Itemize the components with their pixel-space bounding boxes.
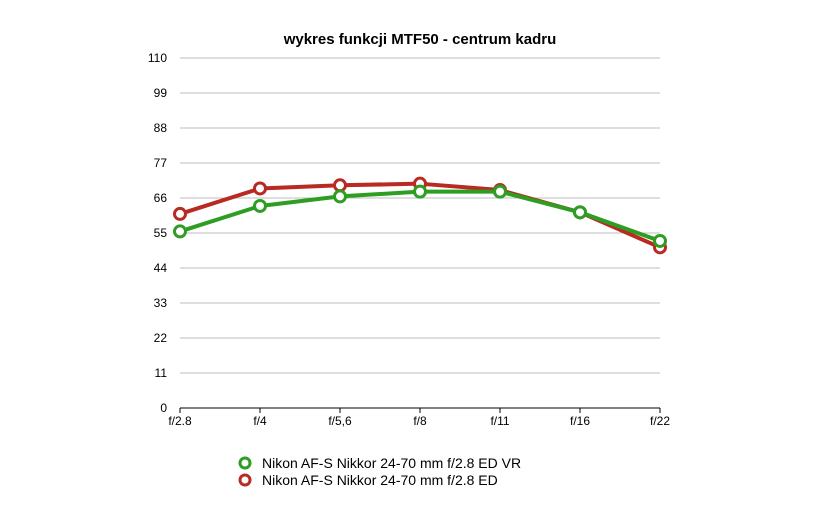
legend-marker [238,473,252,487]
data-point [413,184,427,199]
legend-marker [238,456,252,470]
legend-label: Nikon AF-S Nikkor 24-70 mm f/2.8 ED VR [262,455,521,471]
y-tick-label: 99 [154,86,168,100]
data-point [173,206,187,221]
y-axis-ticks: 0 11 22 33 44 55 66 77 88 99 110 [148,51,167,415]
y-tick-label: 55 [154,226,168,240]
data-point [173,224,187,239]
y-tick-label: 33 [154,296,168,310]
x-tick-label: f/5,6 [328,414,352,428]
legend: Nikon AF-S Nikkor 24-70 mm f/2.8 ED VRNi… [238,455,521,488]
x-axis-ticks: f/2.8 f/4 f/5,6 f/8 f/11 f/16 f/22 [168,408,670,428]
data-point [653,233,667,248]
data-point [253,181,267,196]
data-point [333,189,347,204]
y-tick-label: 110 [148,51,167,65]
legend-label: Nikon AF-S Nikkor 24-70 mm f/2.8 ED [262,472,498,488]
x-tick-label: f/16 [570,414,590,428]
x-tick-label: f/4 [253,414,267,428]
x-tick-label: f/2.8 [168,414,192,428]
y-tick-label: 22 [154,331,168,345]
data-point [253,198,267,213]
series-line [179,189,661,243]
chart-title: wykres funkcji MTF50 - centrum kadru [283,31,557,48]
data-point [493,184,507,199]
y-tick-label: 77 [154,156,168,170]
x-tick-label: f/8 [413,414,427,428]
y-tick-label: 88 [154,121,168,135]
series-lines [173,176,667,255]
x-tick-label: f/11 [490,414,509,428]
gridlines [180,57,660,409]
data-point [573,205,587,220]
x-tick-label: f/22 [650,414,670,428]
y-tick-label: 66 [154,191,168,205]
y-tick-label: 11 [155,366,168,380]
y-tick-label: 0 [160,401,167,415]
y-tick-label: 44 [154,261,168,275]
data-point [333,178,347,193]
